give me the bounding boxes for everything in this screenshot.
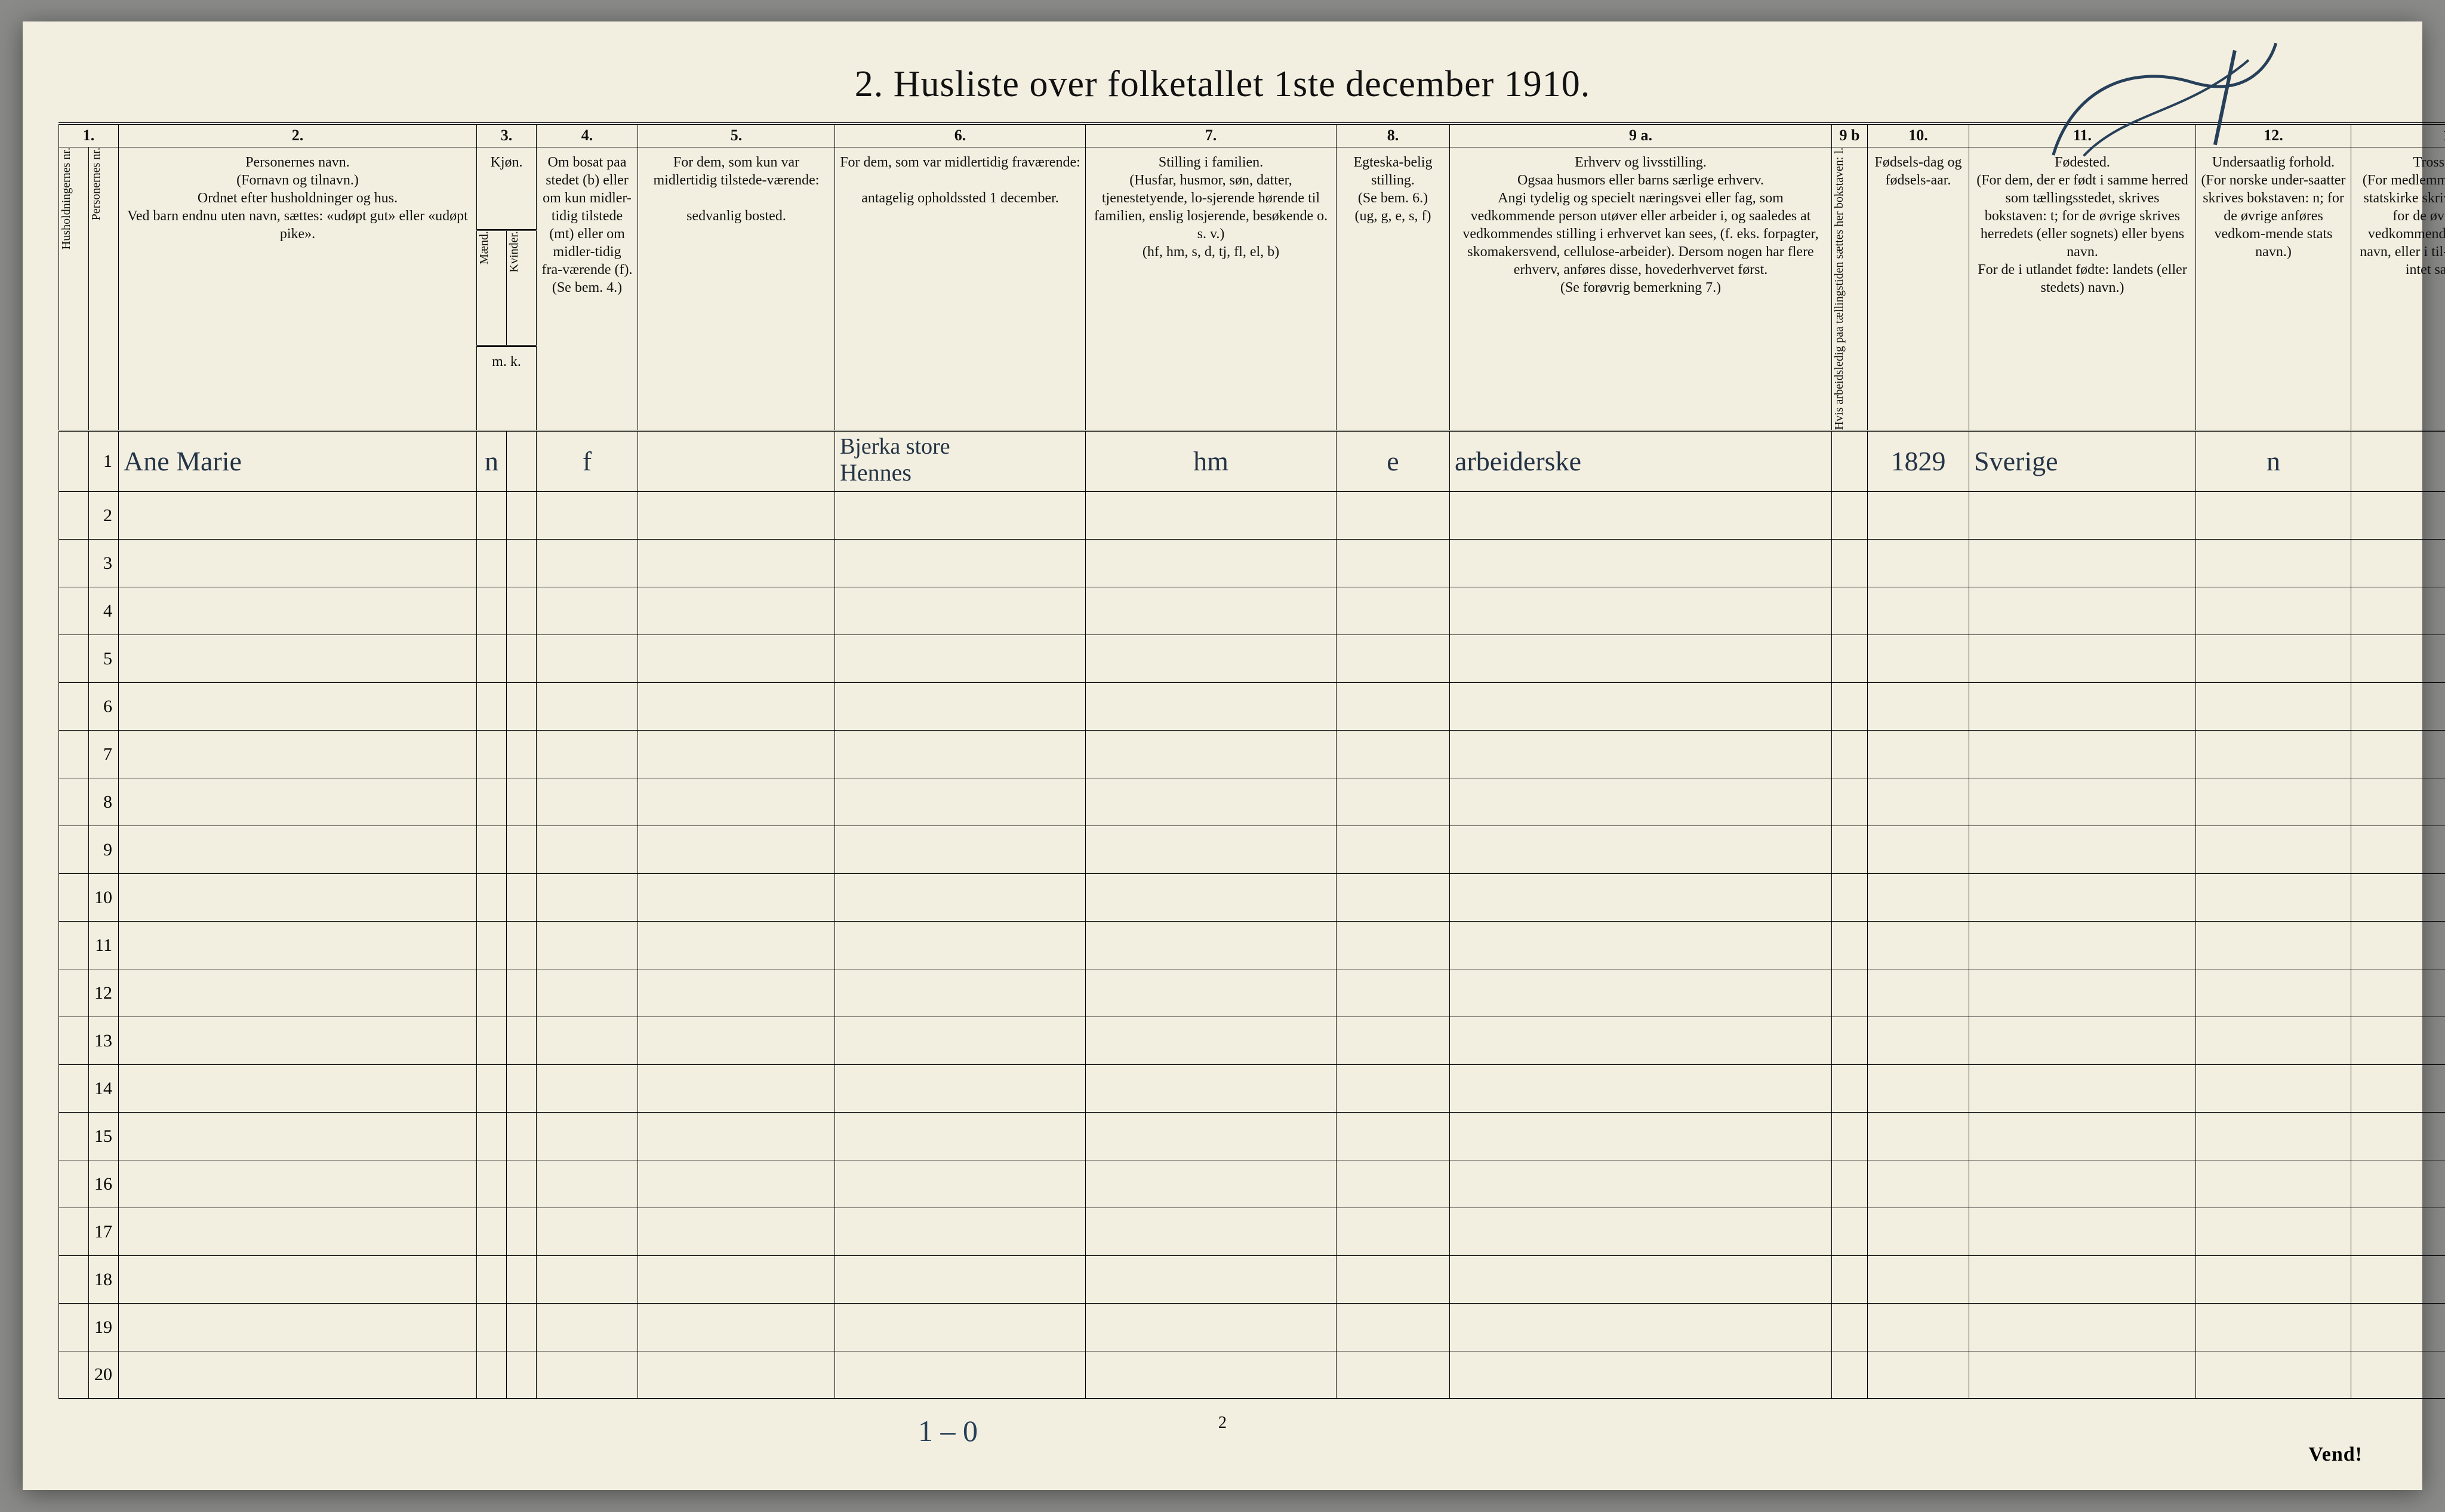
col-8-label: Egteska-belig stilling. (Se bem. 6.) (ug… (1337, 147, 1450, 430)
footer-vend: Vend! (2308, 1443, 2363, 1466)
col-number: 13. (2351, 124, 2445, 147)
table-row: 9 (59, 826, 2445, 873)
table-row: 16 (59, 1160, 2445, 1208)
col-11-label: Fødested. (For dem, der er født i samme … (1969, 147, 2196, 430)
col-number: 9 b (1832, 124, 1868, 147)
table-row: 8 (59, 778, 2445, 826)
table-row: 6 (59, 682, 2445, 730)
col-12-label: Undersaatlig forhold. (For norske under-… (2196, 147, 2351, 430)
col-9a-label: Erhverv og livsstilling. Ogsaa husmors e… (1450, 147, 1832, 430)
col-2-label: Personernes navn. (Fornavn og tilnavn.) … (119, 147, 477, 430)
table-row: 19 (59, 1303, 2445, 1351)
table-row: 20 (59, 1351, 2445, 1399)
col-number: 8. (1337, 124, 1450, 147)
col-1b-label: Personernes nr. (89, 147, 104, 220)
table-row: 1Ane MarienfBjerka storeHenneshmearbeide… (59, 430, 2445, 491)
col-number: 7. (1086, 124, 1337, 147)
col-4-label: Om bosat paa stedet (b) eller om kun mid… (537, 147, 638, 430)
col-number: 6. (835, 124, 1086, 147)
col-number: 10. (1868, 124, 1969, 147)
table-row: 17 (59, 1208, 2445, 1255)
col-3m-label: Mænd. (477, 231, 492, 264)
col-9b-label: Hvis arbeidsledig paa tællingstiden sætt… (1832, 147, 1847, 430)
col-number: 1. (59, 124, 119, 147)
census-table: 1.2.3.4.5.6.7.8.9 a.9 b10.11.12.13.14. H… (58, 122, 2445, 1399)
table-row: 2 (59, 491, 2445, 539)
footer-page-number: 2 (1218, 1414, 1227, 1433)
col-1a-label: Husholdningernes nr. (59, 147, 74, 250)
table-row: 10 (59, 873, 2445, 921)
col-3-label: Kjøn. (477, 147, 537, 230)
table-row: 4 (59, 587, 2445, 635)
table-body: 1Ane MarienfBjerka storeHenneshmearbeide… (59, 430, 2445, 1399)
table-row: 15 (59, 1112, 2445, 1160)
table-row: 18 (59, 1255, 2445, 1303)
table-row: 3 (59, 539, 2445, 587)
col-5-label: For dem, som kun var midlertidig tilsted… (638, 147, 835, 430)
footer-handwritten: 1 – 0 (918, 1414, 978, 1448)
col-number: 9 a. (1450, 124, 1832, 147)
col-6-label: For dem, som var midlertidig fraværende:… (835, 147, 1086, 430)
col-number: 5. (638, 124, 835, 147)
table-row: 5 (59, 635, 2445, 682)
col-number: 2. (119, 124, 477, 147)
table-row: 11 (59, 921, 2445, 969)
table-row: 12 (59, 969, 2445, 1017)
col-3mk-label: m. k. (477, 346, 537, 430)
col-3k-label: Kvinder. (507, 231, 522, 272)
col-number: 3. (477, 124, 537, 147)
col-10-label: Fødsels-dag og fødsels-aar. (1868, 147, 1969, 430)
col-number: 4. (537, 124, 638, 147)
table-row: 7 (59, 730, 2445, 778)
col-7-label: Stilling i familien. (Husfar, husmor, sø… (1086, 147, 1337, 430)
document-page: 2. Husliste over folketallet 1ste decemb… (23, 21, 2422, 1490)
table-row: 13 (59, 1017, 2445, 1064)
table-row: 14 (59, 1064, 2445, 1112)
col-13-label: Trossamfund. (For medlemmer av den norsk… (2351, 147, 2445, 430)
